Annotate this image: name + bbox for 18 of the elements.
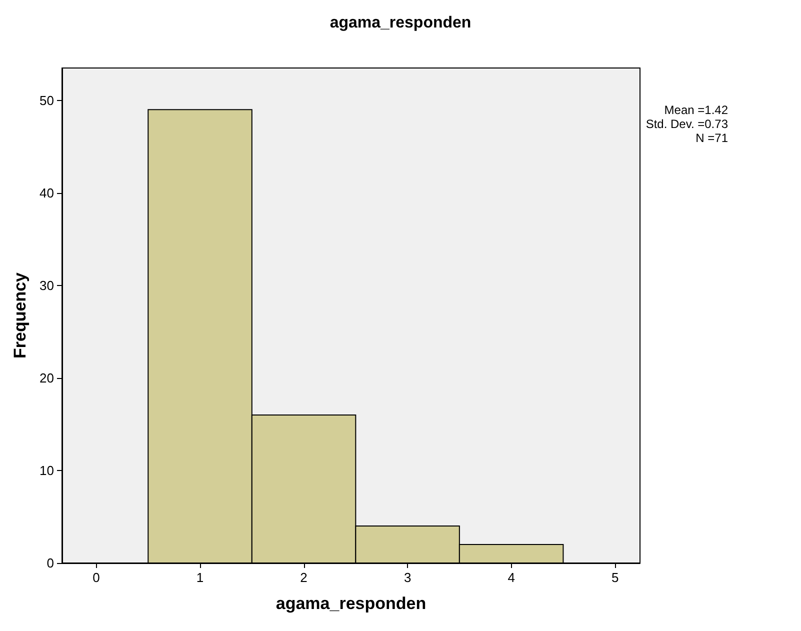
x-tick-label: 0	[92, 570, 100, 585]
x-tick-label: 1	[196, 570, 204, 585]
text: N =71	[696, 131, 728, 145]
y-tick-label: 0	[46, 556, 54, 570]
y-tick-label: 30	[40, 278, 54, 293]
y-tick-label: 40	[40, 185, 54, 200]
y-tick-label: 50	[40, 92, 54, 108]
text: Std. Dev. =0.73	[646, 117, 728, 131]
text: Mean =1.42	[664, 103, 728, 117]
y-axis-title: Frequency	[10, 272, 30, 358]
y-tick-label: 20	[40, 370, 54, 386]
x-axis-title: agama_responden	[276, 594, 426, 613]
x-tick-label: 5	[611, 570, 619, 585]
x-tick-label: 4	[508, 570, 515, 585]
y-tick-label: 10	[40, 462, 54, 478]
x-tick-label: 3	[404, 570, 412, 585]
chart-title: agama_responden	[330, 14, 472, 32]
x-tick-label: 2	[300, 570, 308, 585]
